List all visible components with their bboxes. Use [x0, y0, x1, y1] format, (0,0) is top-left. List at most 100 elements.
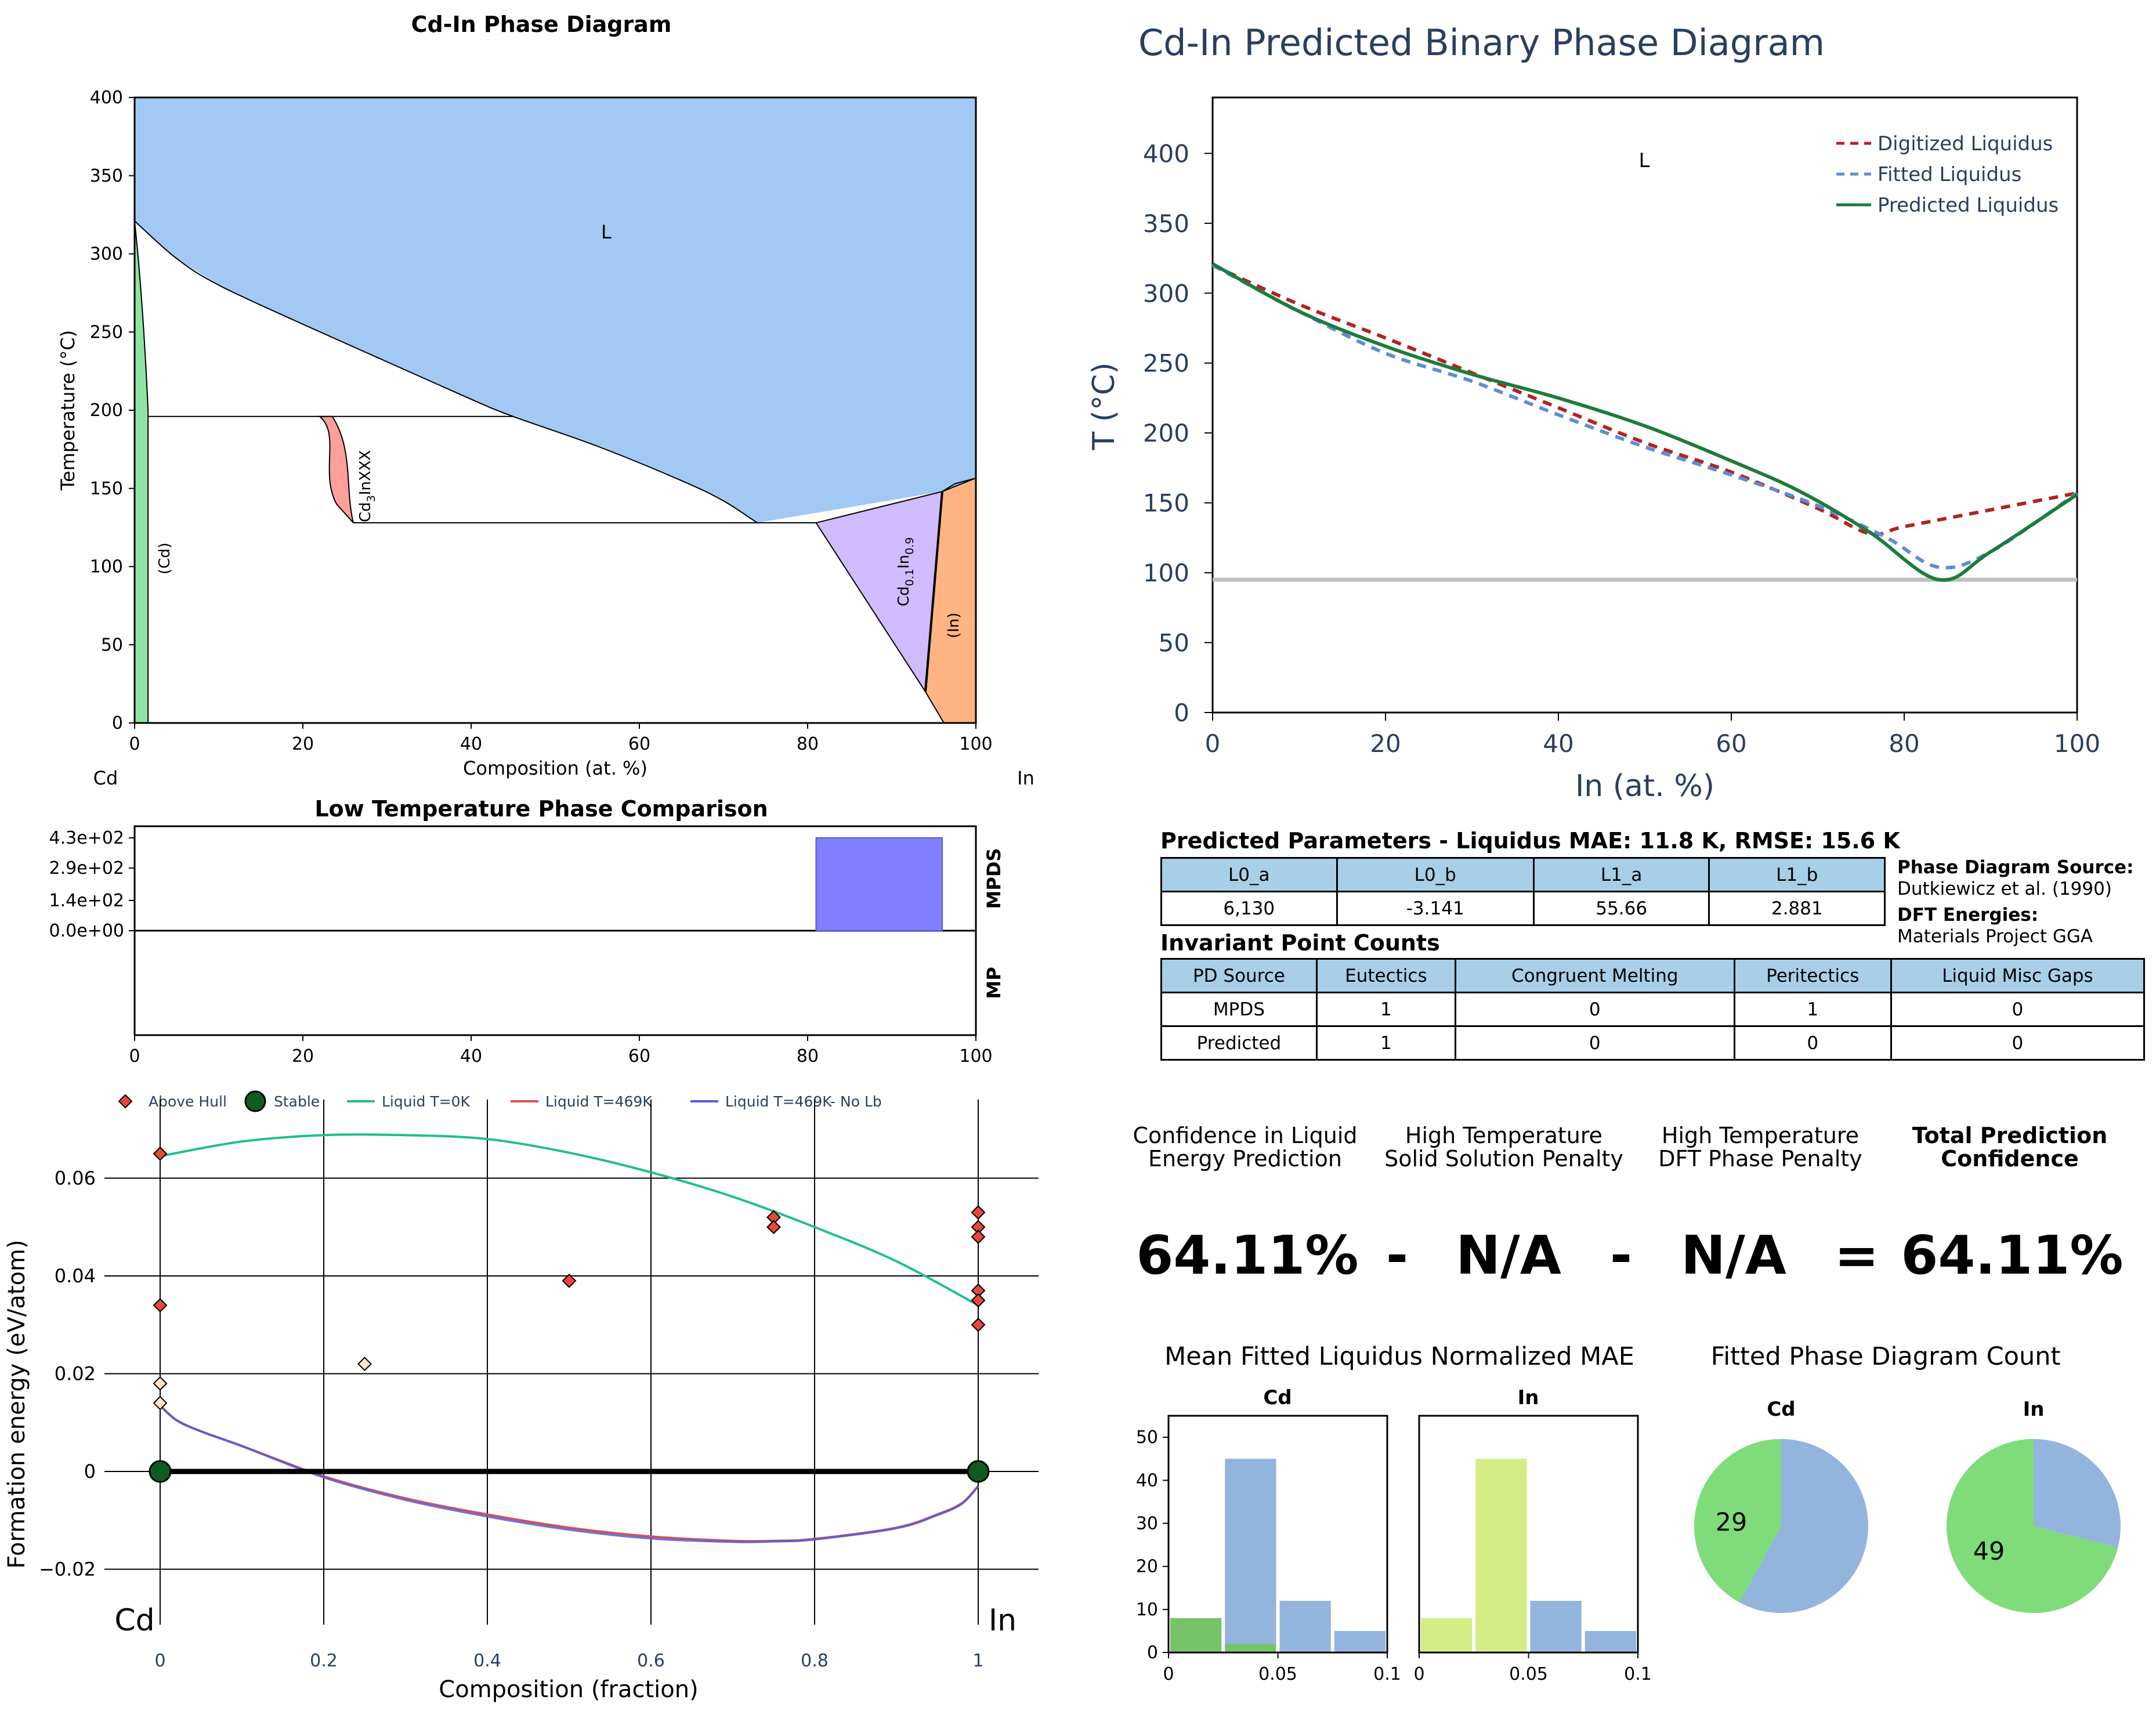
x-tick-label: 0: [129, 734, 140, 754]
hull-legend: Above Hull Stable Liquid T=0K Liquid T=469K…: [119, 1091, 882, 1111]
y-tick-label: 0.0e+00: [49, 921, 124, 941]
x-tick-label: 0: [129, 1046, 140, 1066]
conf-header-3b: DFT Phase Penalty: [1658, 1146, 1862, 1171]
conf-op-1: -: [1386, 1224, 1408, 1286]
y-tick-label: 300: [1143, 279, 1189, 308]
liquidus-series: [1213, 265, 2077, 567]
conf-header-1a: Confidence in Liquid: [1133, 1123, 1357, 1148]
x-tick-label: 40: [460, 1046, 482, 1066]
invariants-header-row: PD Source Eutectics Congruent Melting Pe…: [1162, 959, 2144, 993]
above-hull-point: [972, 1294, 985, 1307]
x-tick-label: 0.05: [1258, 1664, 1297, 1684]
stable-point: [150, 1461, 171, 1482]
histogram-bar: [1585, 1631, 1636, 1652]
above-hull-point: [154, 1147, 167, 1160]
y-tick-label: 0.06: [55, 1167, 96, 1189]
mae-section: Mean Fitted Liquidus Normalized MAE Cd I…: [1136, 1342, 1652, 1684]
predicted-ylabel: T (°C): [1087, 362, 1122, 450]
phase-label-cd3in: Cd3InXXX: [357, 450, 378, 522]
legend-label: Stable: [274, 1093, 320, 1110]
above-hull-point: [359, 1358, 371, 1371]
y-tick-label: 350: [90, 166, 123, 186]
predicted-label-L: L: [1639, 149, 1650, 172]
x-tick-label: 0: [1413, 1664, 1424, 1684]
invariants-header-cell: Liquid Misc Gaps: [1891, 959, 2144, 993]
histogram-bar: [1531, 1601, 1582, 1652]
y-tick-label: −0.02: [39, 1558, 96, 1581]
x-tick-label: 20: [292, 734, 314, 754]
params-value-cell: -3.141: [1337, 892, 1533, 925]
pie-title: Fitted Phase Diagram Count: [1711, 1342, 2061, 1371]
conf-header-3a: High Temperature: [1662, 1123, 1859, 1148]
y-tick-label: 4.3e+02: [49, 828, 124, 848]
hull-curves: [160, 1134, 978, 1542]
cd3in-region: [320, 417, 353, 523]
invariants-cell: 0: [1455, 993, 1734, 1026]
mae-panel-cd-title: Cd: [1263, 1386, 1292, 1409]
x-tick-label: 40: [460, 734, 482, 754]
x-tick-label: 100: [959, 734, 992, 754]
y-tick-label: 350: [1143, 209, 1189, 238]
predicted-title: Cd-In Predicted Binary Phase Diagram: [1138, 21, 1825, 64]
x-tick-label: 100: [2054, 729, 2100, 758]
mae-title: Mean Fitted Liquidus Normalized MAE: [1164, 1342, 1634, 1371]
histogram-bar: [1334, 1631, 1386, 1652]
y-tick-label: 400: [1143, 139, 1189, 168]
phase-label-L: L: [601, 221, 612, 243]
source-dft-label: DFT Energies:: [1897, 905, 2038, 925]
liquidus-series: [1213, 264, 2077, 580]
phase-label-in: (In): [945, 613, 963, 638]
predicted-xlabel: In (at. %): [1575, 769, 1714, 804]
y-tick-label: 250: [1143, 349, 1189, 378]
predicted-frame: [1213, 97, 2077, 713]
hull-left-element: Cd: [114, 1603, 154, 1638]
invariants-header-cell: Peritectics: [1734, 959, 1891, 993]
hull-xlabel: Composition (fraction): [439, 1676, 698, 1703]
x-tick-label: 1: [972, 1651, 983, 1671]
invariants-cell: MPDS: [1162, 993, 1317, 1026]
confidence-section: Confidence in Liquid Energy Prediction H…: [1133, 1123, 2123, 1286]
y-tick-label: 0.02: [55, 1363, 96, 1385]
x-tick-label: 0.1: [1373, 1664, 1401, 1684]
legend-label: Predicted Liquidus: [1878, 194, 2059, 217]
phase-diagram-title: Cd-In Phase Diagram: [411, 12, 672, 37]
params-value-cell: 2.881: [1709, 892, 1885, 925]
conf-value-ss: N/A: [1456, 1224, 1561, 1286]
conf-value-dft: N/A: [1681, 1224, 1786, 1286]
params-title: Predicted Parameters - Liquidus MAE: 11.…: [1160, 828, 1901, 854]
params-header-cell: L0_a: [1162, 858, 1337, 892]
invariants-table: PD Source Eutectics Congruent Melting Pe…: [1160, 958, 2145, 1061]
x-tick-label: 80: [797, 1046, 819, 1066]
hull-right-element: In: [989, 1603, 1016, 1638]
y-tick-label: 200: [1143, 419, 1189, 447]
x-tick-label: 0.6: [637, 1651, 665, 1671]
y-tick-label: 400: [90, 88, 123, 108]
x-tick-label: 0.4: [473, 1651, 501, 1671]
params-table: L0_a L0_b L1_a L1_b 6,130 -3.141 55.66 2…: [1160, 857, 1886, 926]
y-tick-label: 50: [1159, 629, 1189, 657]
legend-marker-above-hull: [119, 1095, 132, 1108]
x-tick-label: 60: [1716, 729, 1746, 758]
hull-points: [150, 1147, 989, 1482]
left-element-label: Cd: [93, 767, 118, 789]
invariants-cell: 1: [1316, 993, 1455, 1026]
liquid-region: [135, 97, 976, 523]
params-header-cell: L0_b: [1337, 858, 1533, 892]
pie-cd-label: 29: [1716, 1508, 1748, 1537]
mae-in-frame: [1419, 1416, 1638, 1652]
low-temp-panel: Low Temperature Phase Comparison 4.3e+02…: [49, 796, 1005, 1066]
params-header-row: L0_a L0_b L1_a L1_b: [1162, 858, 1885, 892]
histogram-bar: [1421, 1618, 1472, 1652]
y-tick-label: 0: [112, 713, 123, 733]
source-pd-label: Phase Diagram Source:: [1897, 857, 2134, 878]
phase-diagram-ylabel: Temperature (°C): [57, 330, 79, 491]
cd-solid-region: [135, 221, 148, 723]
predicted-legend: Digitized Liquidus Fitted Liquidus Predict…: [1836, 132, 2059, 217]
invariants-cell: Predicted: [1162, 1026, 1317, 1060]
conf-op-3: =: [1834, 1224, 1879, 1286]
y-tick-label: 30: [1136, 1513, 1158, 1534]
hull-panel: Above Hull Stable Liquid T=0K Liquid T=469K…: [3, 1091, 1039, 1703]
x-tick-label: 60: [628, 734, 650, 754]
conf-header-2b: Solid Solution Penalty: [1384, 1146, 1623, 1171]
invariants-cell: 1: [1316, 1026, 1455, 1060]
